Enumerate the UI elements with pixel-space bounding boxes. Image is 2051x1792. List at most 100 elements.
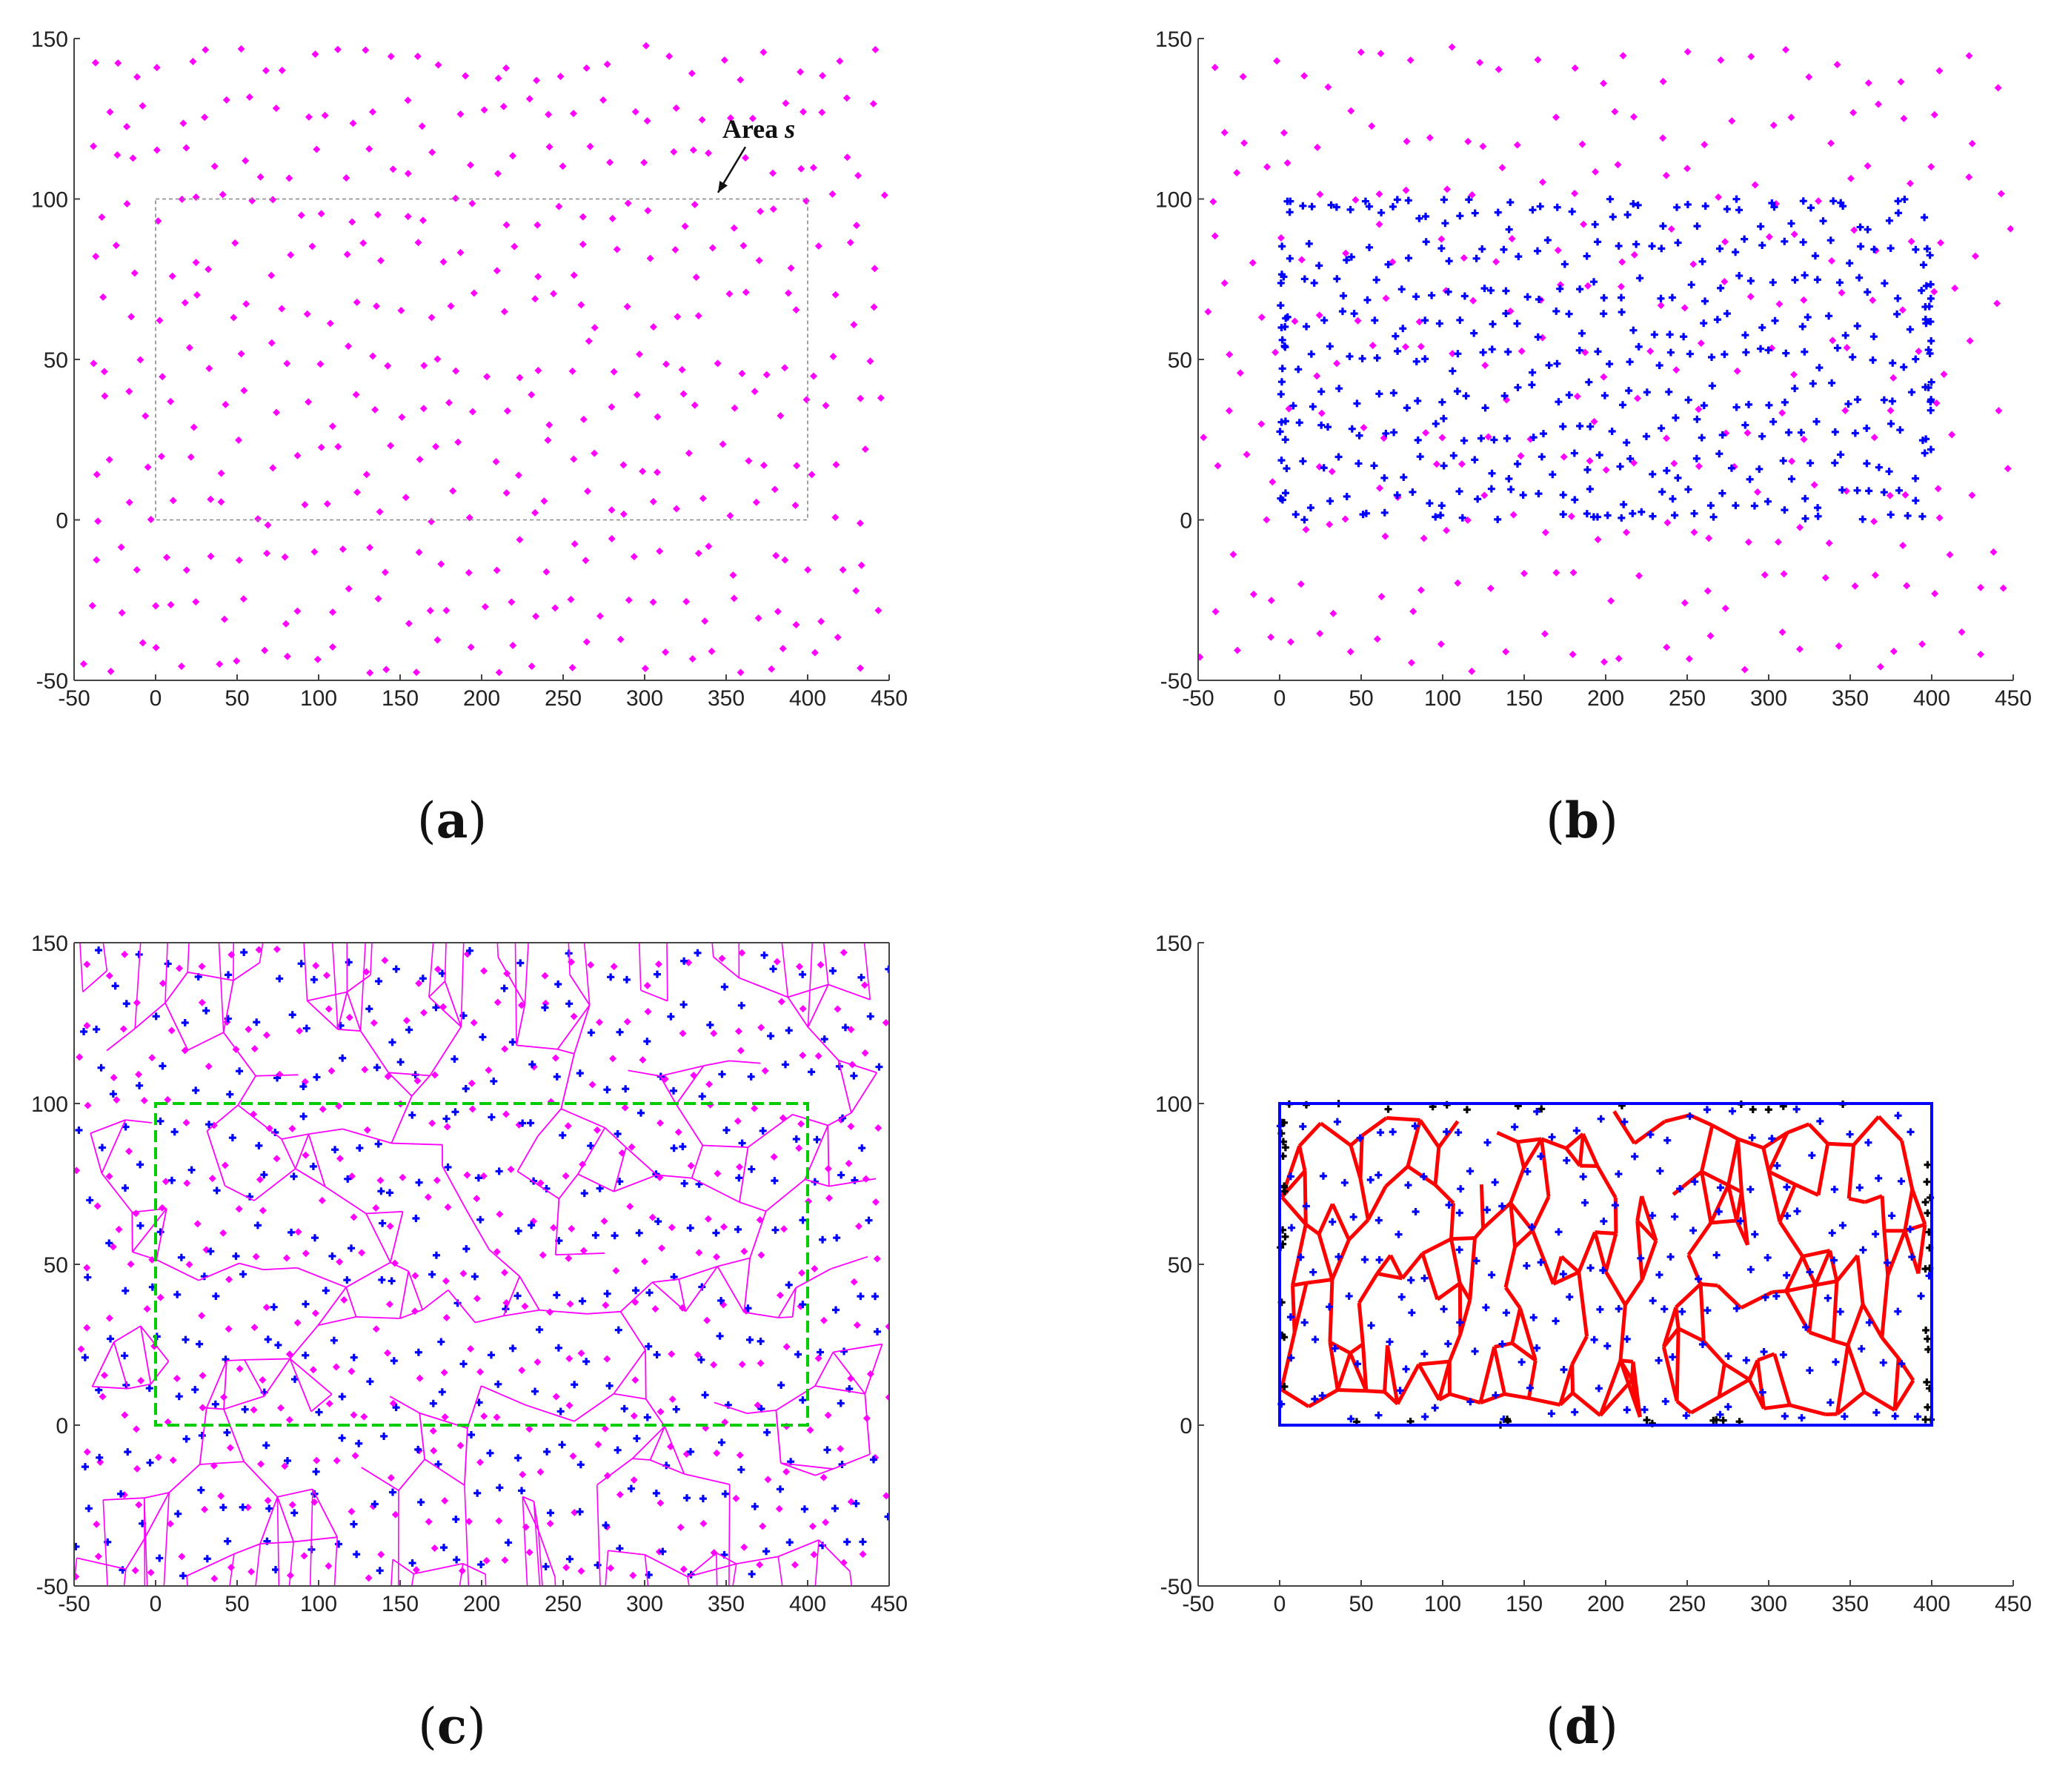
mesh-edge [596,1458,634,1486]
data-point-core [1651,1298,1655,1303]
data-point [1715,193,1723,201]
mesh-edge [1675,1399,1692,1415]
data-point [1402,186,1410,194]
data-point [1717,56,1725,64]
data-point [345,585,353,593]
data-point-core [333,1147,337,1152]
data-point-core [394,967,399,972]
data-point [454,438,462,446]
data-point-core [1538,1154,1543,1158]
data-point-core [356,1441,361,1446]
data-point-core [1406,256,1411,260]
data-point [178,1553,186,1561]
data-point-core [1909,1255,1914,1259]
data-point [792,306,800,314]
data-point [366,668,374,677]
data-point-core [1923,451,1927,455]
data-point [1663,519,1672,527]
data-point-core [1505,437,1509,441]
data-point [333,1456,341,1464]
data-point [565,1401,574,1410]
mesh-edge [1711,1124,1739,1141]
mesh-edge [1473,1227,1485,1240]
data-point-core [1463,294,1467,299]
data-point [679,390,688,398]
mesh-edge [815,1468,834,1476]
data-point-core [1450,369,1455,374]
data-point [77,1345,85,1353]
data-point [516,536,524,544]
data-point [1376,484,1384,492]
data-point-core [1605,1344,1609,1348]
data-point [562,1172,570,1180]
mesh-edge [90,1132,103,1174]
data-point-core [1848,1132,1852,1137]
data-point-core [1866,1141,1870,1145]
data-point [336,1155,344,1163]
data-point [1918,640,1927,648]
data-point-core [436,1462,440,1467]
data-point [1267,633,1275,641]
mesh-edge [645,1398,665,1427]
data-point [88,602,96,610]
mesh-edge [691,1145,704,1178]
data-point-core [1818,1119,1822,1124]
data-point-core [1645,1418,1649,1422]
data-point [871,265,879,273]
data-point [644,207,652,215]
data-point-core [1665,1138,1669,1143]
data-point-core [1866,228,1870,232]
data-point [1554,246,1562,254]
data-point-core [497,1485,502,1490]
data-point [133,73,142,81]
mesh-edge [464,1485,470,1586]
mesh-edge [346,992,362,1032]
data-point-core [1921,262,1926,267]
data-point [1229,551,1237,559]
mesh-edge [388,1072,413,1097]
data-point [754,614,762,623]
data-point-core [1874,1410,1878,1415]
data-point [99,1393,107,1401]
x-tick-label: 100 [300,686,337,711]
data-point-core [1619,296,1623,300]
data-point [1630,459,1638,467]
data-point [1995,407,2003,415]
data-point [133,1425,141,1433]
data-point [694,312,702,320]
mesh-edge [747,1114,794,1148]
data-point-core [138,1224,142,1228]
data-point-core [682,1003,686,1007]
mesh-edge [1331,1203,1351,1241]
data-point-core [1925,247,1929,251]
mesh-edge [729,1060,761,1064]
mesh-edge [1700,1171,1713,1224]
data-point [845,1159,853,1167]
data-point [342,174,350,182]
mesh-edge [1577,1272,1589,1337]
mesh-edge [127,1383,151,1390]
data-point-core [392,1358,396,1363]
mesh-edge [791,1287,797,1318]
data-point-core [1503,289,1508,293]
data-point [591,449,599,457]
data-point-core [761,1129,765,1133]
data-point-core [265,1539,269,1544]
data-point [1932,399,1941,408]
data-point [568,1224,576,1232]
data-point-core [1807,1368,1812,1373]
data-point [264,1496,272,1504]
data-point-core [1913,477,1918,481]
data-point [820,1316,828,1324]
data-point-core [1817,365,1821,370]
data-point [485,1066,493,1075]
data-point [198,963,206,971]
data-point [1841,407,1849,415]
data-point [322,972,330,980]
x-tick-label: 250 [1669,1592,1706,1616]
mesh-edge [522,1496,528,1586]
data-point-core [1662,1307,1666,1311]
mesh-edge [276,1496,294,1542]
data-point-core [1319,423,1323,428]
data-point-core [204,1009,208,1013]
